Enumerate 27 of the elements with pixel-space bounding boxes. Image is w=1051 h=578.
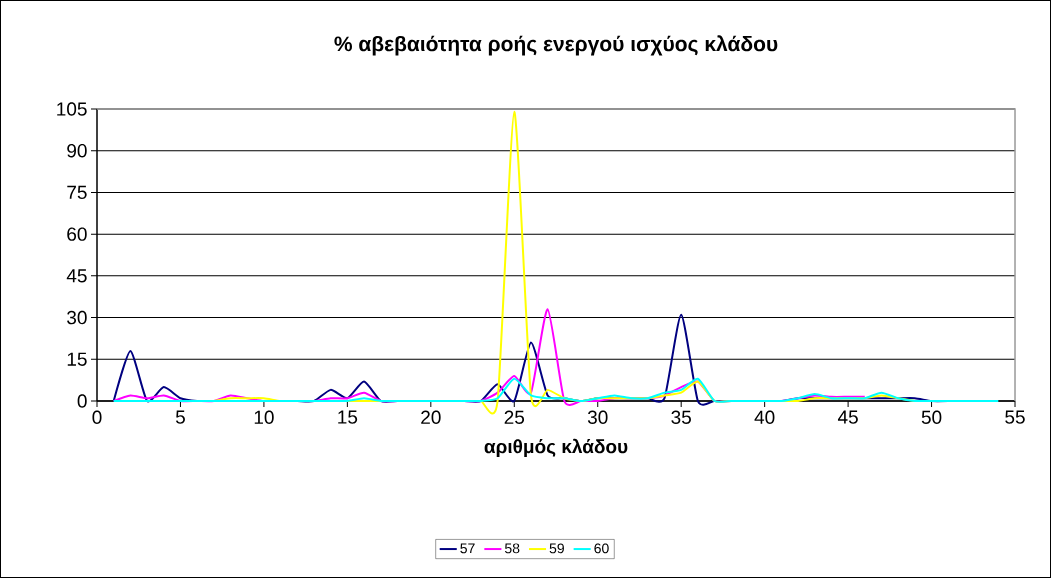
legend-label: 57 [460,543,475,554]
y-tick-label: 15 [67,352,87,366]
y-tick-label: 105 [57,102,87,116]
x-axis-title: αριθμός κλάδου [484,438,628,458]
x-tick-label: 35 [671,410,691,424]
y-tick-label: 45 [66,269,87,283]
y-tick-label: 0 [77,394,87,408]
x-tick-label: 10 [254,410,274,424]
x-tick-label: 20 [421,410,441,424]
y-tick-label: 90 [67,143,87,158]
y-tick-label: 75 [67,185,87,200]
x-tick-label: 5 [175,410,185,424]
x-tick-label: 25 [504,410,525,424]
y-tick-label: 30 [67,310,87,325]
x-tick-label: 30 [587,410,608,424]
x-tick-label: 40 [754,410,775,424]
x-tick-label: 15 [338,410,358,424]
legend-label: 59 [549,543,564,554]
legend-label: 60 [594,543,609,554]
y-tick-label: 60 [67,227,87,241]
x-tick-label: 45 [837,410,858,424]
x-tick-label: 55 [1005,410,1025,424]
chart-title: % αβεβαιότητα ροής ενεργού ισχύος κλάδου [334,35,778,56]
legend-label: 58 [504,543,520,554]
x-tick-label: 50 [921,410,942,424]
x-tick-label: 0 [92,410,102,424]
line-series [112,377,1000,403]
